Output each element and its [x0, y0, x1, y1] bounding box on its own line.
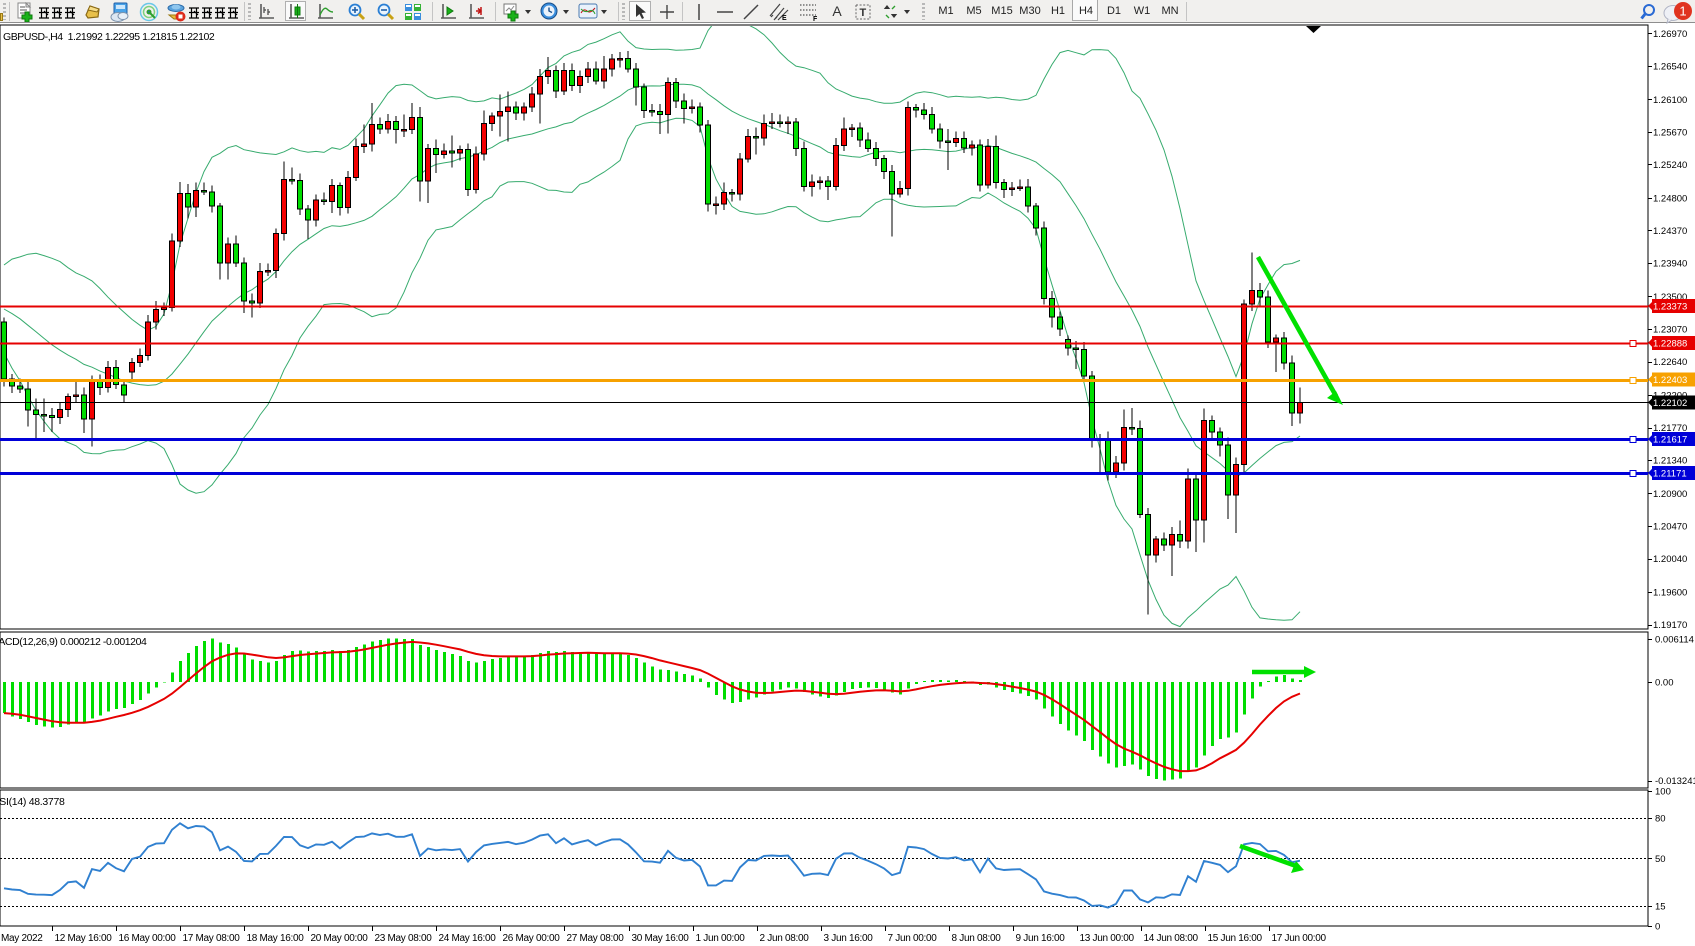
svg-text:1.22403: 1.22403: [1653, 375, 1687, 386]
svg-text:12 May 16:00: 12 May 16:00: [55, 933, 113, 944]
svg-text:T: T: [860, 7, 867, 19]
svg-text:26 May 00:00: 26 May 00:00: [503, 933, 561, 944]
svg-text:100: 100: [1655, 787, 1671, 798]
svg-text:3 Jun 16:00: 3 Jun 16:00: [824, 933, 874, 944]
svg-text:1.23940: 1.23940: [1653, 259, 1687, 270]
svg-text:1.22102: 1.22102: [1653, 398, 1687, 409]
svg-text:1.25670: 1.25670: [1653, 127, 1687, 138]
svg-text:1.20900: 1.20900: [1653, 489, 1687, 500]
svg-text:1.21171: 1.21171: [1653, 468, 1687, 479]
svg-text:9 Jun 16:00: 9 Jun 16:00: [1016, 933, 1066, 944]
svg-text:E: E: [782, 15, 787, 22]
svg-text:20 May 00:00: 20 May 00:00: [311, 933, 369, 944]
svg-text:0.006114: 0.006114: [1655, 635, 1694, 646]
svg-text:24 May 16:00: 24 May 16:00: [439, 933, 497, 944]
svg-text:1.23373: 1.23373: [1653, 302, 1687, 313]
svg-text:1.26100: 1.26100: [1653, 95, 1687, 106]
svg-text:1.25240: 1.25240: [1653, 160, 1687, 171]
svg-text:1.23070: 1.23070: [1653, 324, 1687, 335]
svg-text:1.21770: 1.21770: [1653, 423, 1687, 434]
svg-text:18 May 16:00: 18 May 16:00: [247, 933, 305, 944]
svg-text:F: F: [813, 16, 818, 22]
svg-text:1.26970: 1.26970: [1653, 29, 1687, 40]
svg-text:1.19600: 1.19600: [1653, 587, 1687, 598]
svg-text:2 Jun 08:00: 2 Jun 08:00: [760, 933, 810, 944]
svg-text:23 May 08:00: 23 May 08:00: [375, 933, 433, 944]
svg-text:17 May 08:00: 17 May 08:00: [183, 933, 241, 944]
svg-text:8 Jun 08:00: 8 Jun 08:00: [952, 933, 1002, 944]
svg-text:30 May 16:00: 30 May 16:00: [632, 933, 690, 944]
svg-text:RSI(14) 48.3778: RSI(14) 48.3778: [0, 796, 65, 808]
svg-text:1.19170: 1.19170: [1653, 620, 1687, 631]
svg-text:1.24370: 1.24370: [1653, 226, 1687, 237]
svg-text:7 Jun 00:00: 7 Jun 00:00: [888, 933, 938, 944]
svg-text:1.20040: 1.20040: [1653, 554, 1687, 565]
svg-text:15 Jun 16:00: 15 Jun 16:00: [1208, 933, 1263, 944]
svg-text:80: 80: [1655, 814, 1666, 825]
svg-text:17 Jun 00:00: 17 Jun 00:00: [1272, 933, 1327, 944]
svg-text:14 Jun 08:00: 14 Jun 08:00: [1144, 933, 1199, 944]
svg-text:15: 15: [1655, 901, 1666, 912]
svg-text:1.21340: 1.21340: [1653, 456, 1687, 467]
svg-text:0.00: 0.00: [1655, 678, 1674, 689]
svg-text:1.23500: 1.23500: [1653, 292, 1687, 303]
svg-text:13 Jun 00:00: 13 Jun 00:00: [1080, 933, 1135, 944]
svg-text:May 2022: May 2022: [1, 933, 43, 944]
svg-text:16 May 00:00: 16 May 00:00: [119, 933, 177, 944]
svg-text:1.26540: 1.26540: [1653, 61, 1687, 72]
svg-text:1.20470: 1.20470: [1653, 522, 1687, 533]
svg-text:1.22640: 1.22640: [1653, 357, 1687, 368]
svg-text:1.22888: 1.22888: [1653, 338, 1687, 349]
svg-text:-0.013241: -0.013241: [1655, 776, 1695, 787]
svg-text:27 May 08:00: 27 May 08:00: [567, 933, 625, 944]
svg-text:MACD(12,26,9) 0.000212 -0.0012: MACD(12,26,9) 0.000212 -0.001204: [0, 636, 147, 648]
svg-text:50: 50: [1655, 854, 1666, 865]
svg-text:1.21617: 1.21617: [1653, 435, 1687, 446]
svg-text:1 Jun 00:00: 1 Jun 00:00: [696, 933, 746, 944]
svg-text:0: 0: [1655, 922, 1660, 933]
svg-text:1: 1: [1679, 4, 1686, 19]
svg-text:GBPUSD-,H4 1.21992 1.22295 1.: GBPUSD-,H4 1.21992 1.22295 1.21815 1.221…: [3, 31, 215, 43]
svg-text:1.24800: 1.24800: [1653, 193, 1687, 204]
